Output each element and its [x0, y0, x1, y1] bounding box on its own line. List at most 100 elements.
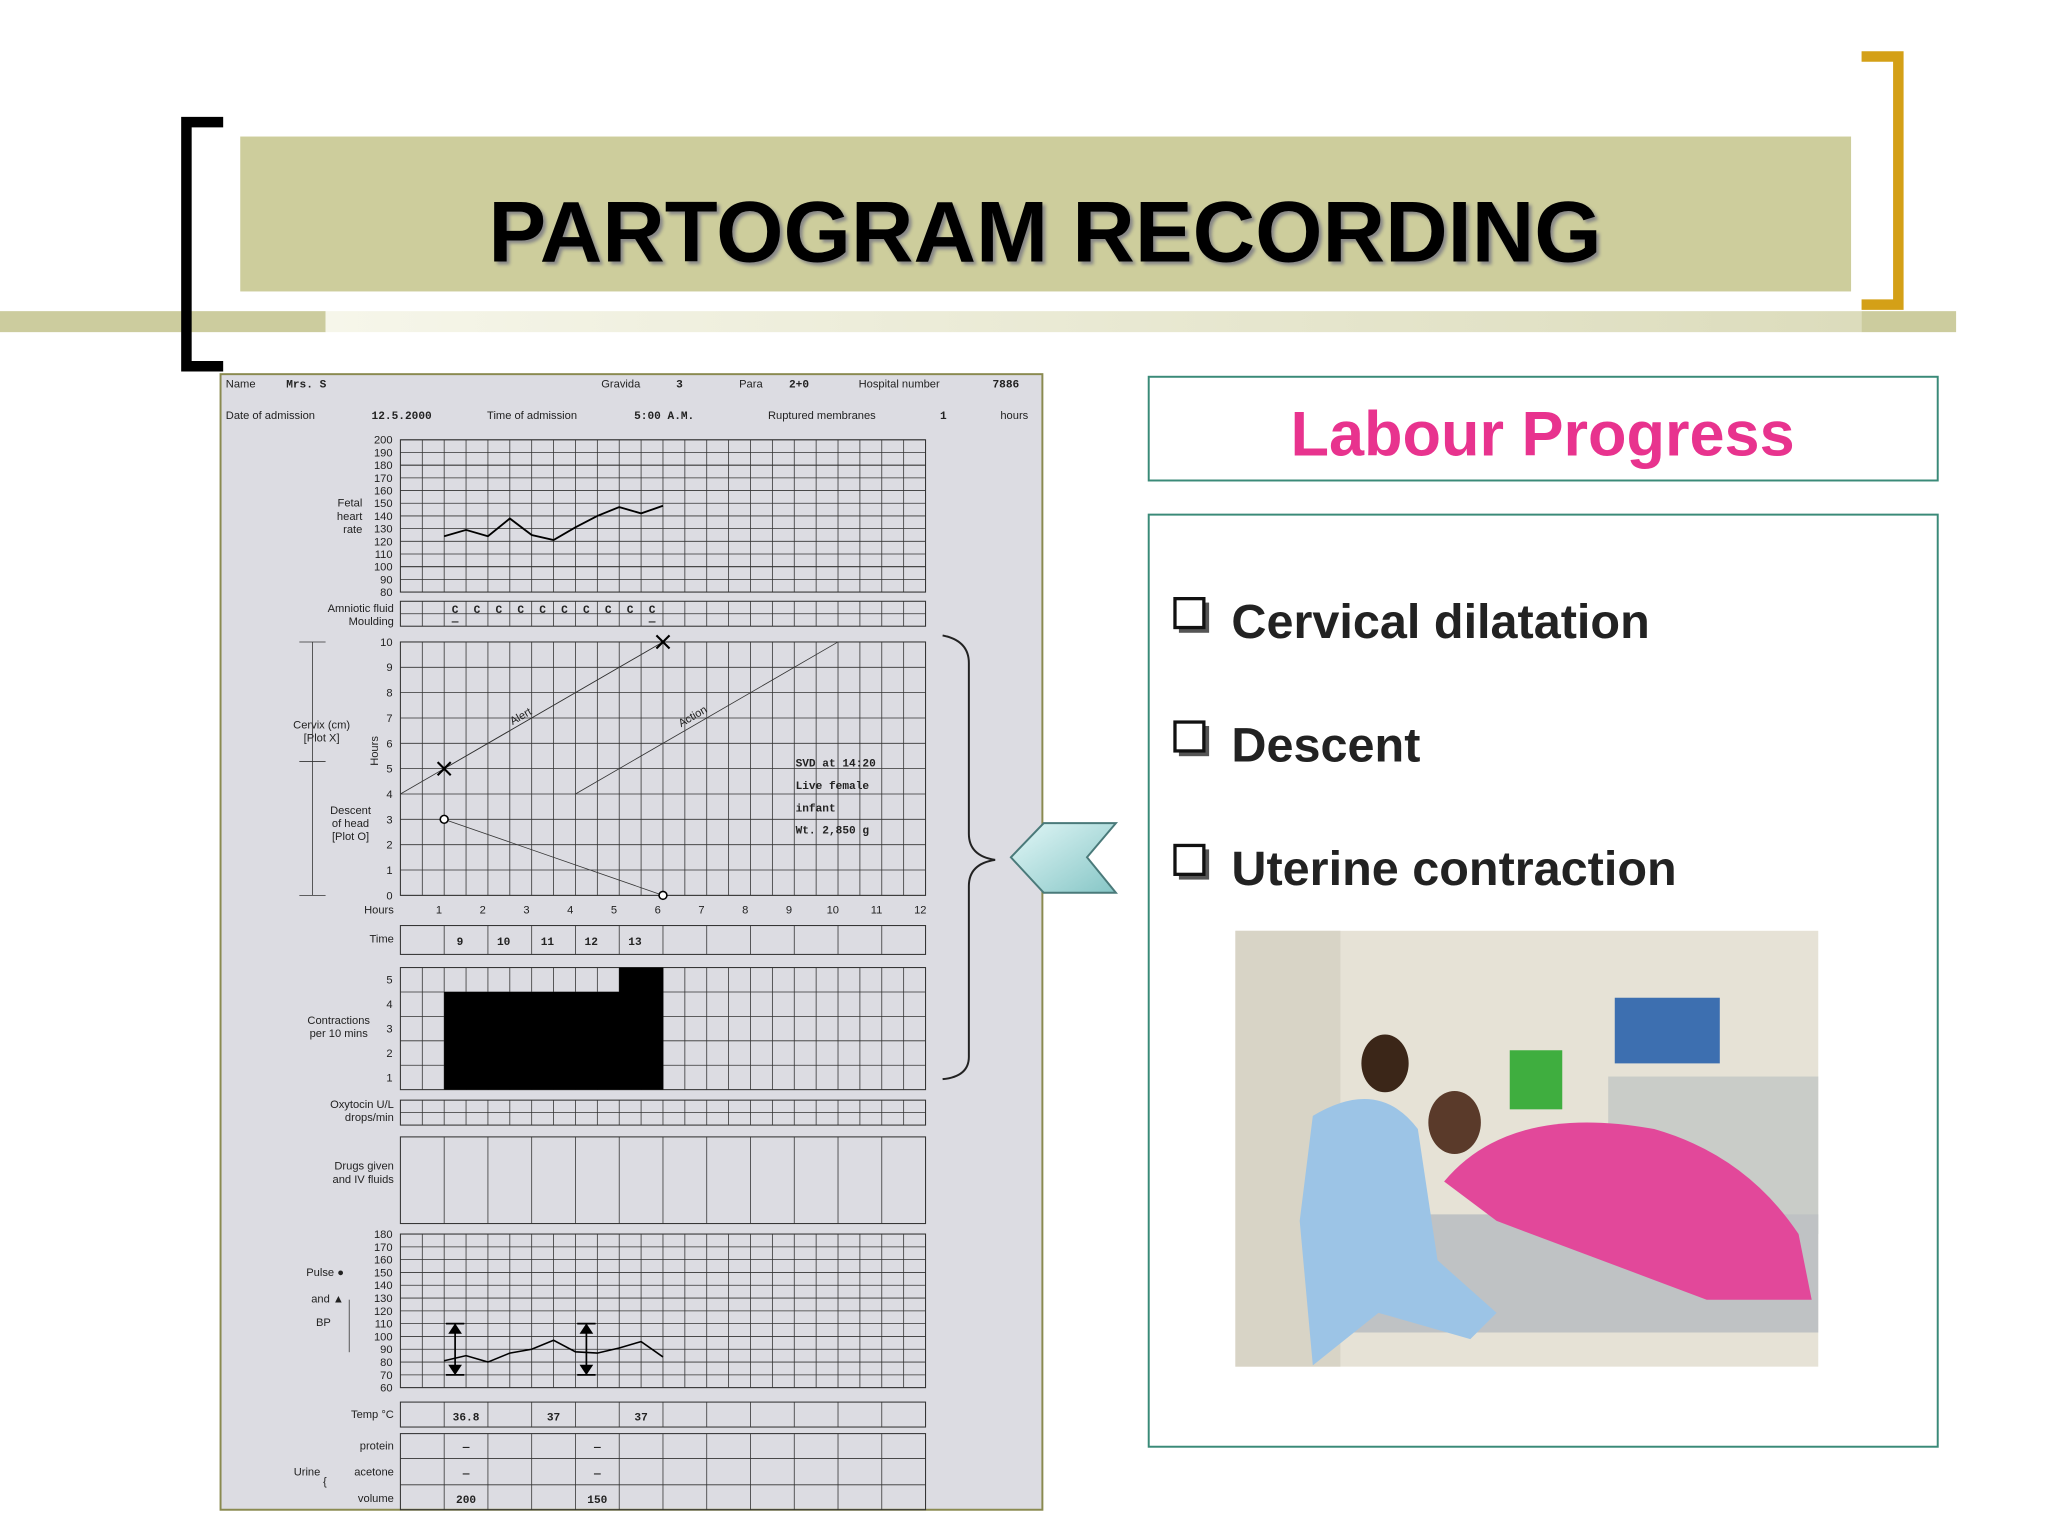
row-label: acetone [354, 1467, 394, 1479]
urine-value: 150 [587, 1495, 607, 1507]
contraction-bar [487, 991, 511, 1090]
bp-mark [445, 1322, 465, 1376]
header-label: Date of admission [226, 410, 315, 422]
y-tick-label: 150 [374, 1267, 393, 1279]
x-tick-label: 12 [914, 905, 926, 917]
amniotic-value: C [474, 605, 481, 617]
time-value: 9 [457, 937, 464, 949]
urine-value: 200 [456, 1495, 476, 1507]
checkbox [1173, 843, 1206, 876]
x-tick-label: 10 [827, 905, 839, 917]
header-value: 12.5.2000 [372, 411, 432, 423]
time-value: 11 [541, 937, 555, 949]
amniotic-value: C [496, 605, 503, 617]
moulding-value: — [451, 617, 459, 629]
y-tick-label: 120 [374, 536, 393, 548]
pulse-line [443, 1339, 664, 1363]
row-label: Moulding [349, 616, 394, 628]
x-tick-label: 2 [480, 905, 486, 917]
header-value: 1 [940, 411, 947, 423]
row-label: Amniotic fluid [328, 603, 394, 615]
header-value: Mrs. S [286, 379, 326, 391]
note: Wt. 2,850 g [796, 826, 870, 838]
header-value: 2+0 [789, 379, 809, 391]
y-tick-label: 2 [386, 840, 392, 852]
row-label: per 10 mins [310, 1028, 369, 1040]
note: SVD at 14:20 [796, 759, 877, 771]
brace [942, 634, 996, 1081]
row-label: heart [337, 511, 363, 523]
urine-value: — [593, 1469, 601, 1481]
amniotic-value: C [539, 605, 546, 617]
y-tick-label: 5 [386, 764, 392, 776]
strip [1861, 311, 1957, 333]
y-tick-label: 190 [374, 447, 393, 459]
arrow [1009, 822, 1119, 894]
y-tick-label: 6 [386, 738, 392, 750]
y-tick-label: 130 [374, 524, 393, 536]
header-label: Para [739, 378, 763, 390]
amniotic-value: C [649, 605, 656, 617]
x-tick-label: 4 [567, 905, 573, 917]
header-label: Hospital number [859, 378, 940, 390]
descent-line [444, 818, 664, 896]
y-tick-label: 9 [386, 662, 392, 674]
row-label: Cervix (cm) [293, 720, 350, 732]
y-tick-label: 4 [386, 999, 392, 1011]
y-tick-label: 8 [386, 688, 392, 700]
slide-title: PARTOGRAM RECORDING [488, 184, 1601, 280]
y-tick-label: 2 [386, 1048, 392, 1060]
checkbox [1173, 720, 1206, 753]
row-label: Time [370, 934, 394, 946]
title-band [240, 136, 1852, 292]
partogram [219, 373, 1044, 1511]
urine-value: — [593, 1443, 601, 1455]
y-tick-label: 100 [374, 562, 393, 574]
row-label: Descent [330, 805, 372, 817]
x-tick-label: 11 [871, 905, 883, 917]
fhr-line [443, 504, 664, 542]
x-tick-label: 9 [786, 905, 792, 917]
dilatation-mark [436, 761, 452, 776]
y-tick-label: 150 [374, 498, 393, 510]
strip [325, 311, 1862, 333]
amniotic-value: C [583, 605, 590, 617]
header-label: Gravida [601, 378, 641, 390]
x-tick-label: 1 [436, 905, 442, 917]
row-label: and IV fluids [333, 1174, 395, 1186]
contraction-bar [466, 991, 489, 1090]
urine-value: — [462, 1469, 470, 1481]
amniotic-value: C [627, 605, 634, 617]
y-tick-label: 160 [374, 485, 393, 497]
y-tick-label: 7 [386, 713, 392, 725]
time-value: 12 [585, 937, 599, 949]
note: Live female [796, 781, 870, 793]
y-tick-label: 3 [386, 1024, 392, 1036]
contraction-bar [641, 967, 664, 1090]
header-value: 7886 [992, 379, 1019, 391]
time-value: 13 [628, 937, 642, 949]
y-tick-label: 90 [380, 574, 392, 586]
row-label: and ▲ [311, 1293, 344, 1305]
header-label: hours [1000, 410, 1028, 422]
checkbox [1173, 597, 1206, 630]
bullet-list: Cervical dilatation Descent Uterine contra… [1173, 595, 1677, 896]
y-tick-label: 1 [386, 865, 392, 877]
descent-mark [439, 814, 449, 825]
bullet-item: Cervical dilatation [1231, 595, 1649, 649]
row-label: Temp °C [351, 1409, 394, 1421]
heading-box [1147, 375, 1939, 482]
temp-value: 36.8 [453, 1412, 480, 1424]
header-value: 5:00 A.M. [634, 411, 694, 423]
panel-heading: Labour Progress [1291, 400, 1795, 470]
time-value: 10 [497, 937, 511, 949]
temp-value: 37 [634, 1412, 647, 1424]
row-label: [Plot X] [304, 733, 340, 745]
y-tick-label: 160 [374, 1255, 393, 1267]
row-label: volume [358, 1493, 394, 1505]
action-line [575, 641, 839, 795]
y-tick-label: 1 [386, 1072, 392, 1084]
x-tick-label: 7 [698, 905, 704, 917]
